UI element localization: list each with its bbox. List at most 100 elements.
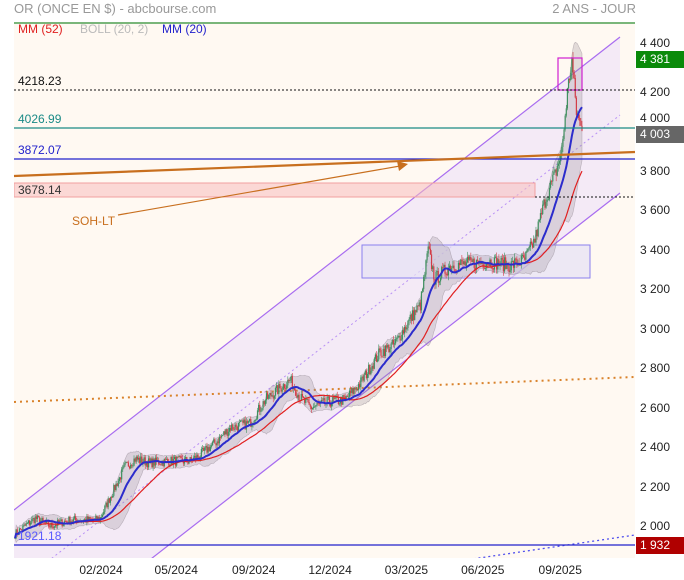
candle-body (254, 419, 256, 421)
candle-body (123, 465, 125, 468)
candle-body (373, 358, 375, 369)
candle-body (445, 273, 447, 275)
candle-body (182, 461, 185, 464)
candle-body (100, 517, 103, 518)
candle-body (345, 396, 347, 399)
candle-body (227, 431, 229, 436)
candle-body (347, 396, 350, 398)
candle-body (560, 154, 562, 161)
candle-body (260, 410, 262, 412)
candle-body (58, 519, 60, 523)
candle-body (338, 403, 341, 405)
candle-body (246, 421, 249, 423)
candle-body (28, 520, 31, 525)
candle-body (302, 396, 305, 399)
candle-body (39, 517, 41, 524)
candle-body (556, 165, 558, 176)
candle-body (407, 320, 409, 328)
y-tick-label: 3 600 (640, 203, 671, 218)
candle-body (454, 269, 456, 272)
candle-body (344, 396, 346, 399)
soh-lt-trendline (13, 150, 636, 178)
candle-body (468, 257, 470, 260)
candle-body (549, 181, 552, 188)
candle-body (572, 58, 574, 73)
candle-body (281, 389, 283, 392)
candle-body (60, 519, 62, 522)
candle-body (411, 310, 414, 321)
candle-body (268, 395, 270, 399)
candle-body (51, 522, 53, 527)
candle-body (105, 502, 107, 506)
mm20-line (14, 106, 583, 539)
level-3678-zone (14, 182, 536, 198)
legend-mm52: MM (52) (18, 22, 63, 36)
candle-body (363, 374, 365, 381)
candle-body (315, 405, 317, 407)
candle-body (569, 79, 571, 80)
candle-body (274, 388, 277, 396)
candle-body (374, 354, 377, 359)
candle-body (378, 348, 380, 360)
candle-body (554, 169, 556, 172)
candle-body (333, 397, 335, 399)
candle-body (515, 258, 517, 260)
candle-body (386, 345, 388, 348)
candle-body (270, 392, 272, 397)
candle-body (95, 515, 97, 519)
candle-body (208, 447, 210, 452)
candle-body (261, 408, 263, 411)
candle-body (402, 330, 405, 334)
candle-body (324, 398, 326, 405)
y-tick-label: 4 200 (640, 84, 671, 99)
candle-body (436, 270, 438, 273)
candle-body (377, 359, 379, 362)
candle-body (329, 403, 332, 407)
candle-body (185, 457, 187, 459)
candle-body (487, 264, 489, 265)
candle-body (54, 524, 57, 527)
candle-body (351, 388, 353, 393)
candle-body (388, 344, 390, 353)
candle-body (428, 246, 430, 249)
candle-body (178, 455, 180, 458)
candle-body (564, 115, 566, 130)
candle-body (571, 58, 573, 73)
candle-body (567, 79, 570, 89)
candle-body (87, 516, 89, 521)
candle-body (291, 376, 293, 389)
candle-body (124, 462, 126, 466)
candle-body (219, 436, 222, 438)
candle-body (404, 326, 406, 334)
candle-body (75, 516, 77, 520)
candle-body (41, 518, 43, 522)
candle-body (301, 393, 304, 397)
candle-body (24, 524, 26, 526)
candle-body (352, 388, 354, 394)
candle-body (21, 529, 23, 531)
candle-body (134, 458, 136, 462)
candle-body (97, 517, 99, 521)
candle-body (106, 502, 108, 508)
candle-body (300, 393, 302, 401)
candle-body (392, 339, 394, 345)
candle-body (25, 523, 27, 526)
candle-body (44, 521, 46, 523)
candle-body (109, 497, 112, 503)
y-tick-label: 2 000 (640, 519, 671, 533)
candle-body (249, 419, 251, 422)
candle-body (322, 399, 324, 401)
candle-body (288, 380, 290, 381)
candle-body (443, 264, 445, 268)
candle-body (101, 514, 104, 518)
candle-body (297, 394, 299, 398)
candle-body (494, 257, 497, 259)
chart-period[interactable]: 2 ANS - JOUR (552, 1, 636, 16)
candle-body (168, 461, 170, 466)
candle-body (145, 462, 147, 466)
candle-body (37, 515, 40, 518)
candle-body (256, 410, 259, 419)
candle-body (220, 435, 223, 438)
candle-body (187, 461, 189, 464)
candle-body (224, 431, 226, 435)
